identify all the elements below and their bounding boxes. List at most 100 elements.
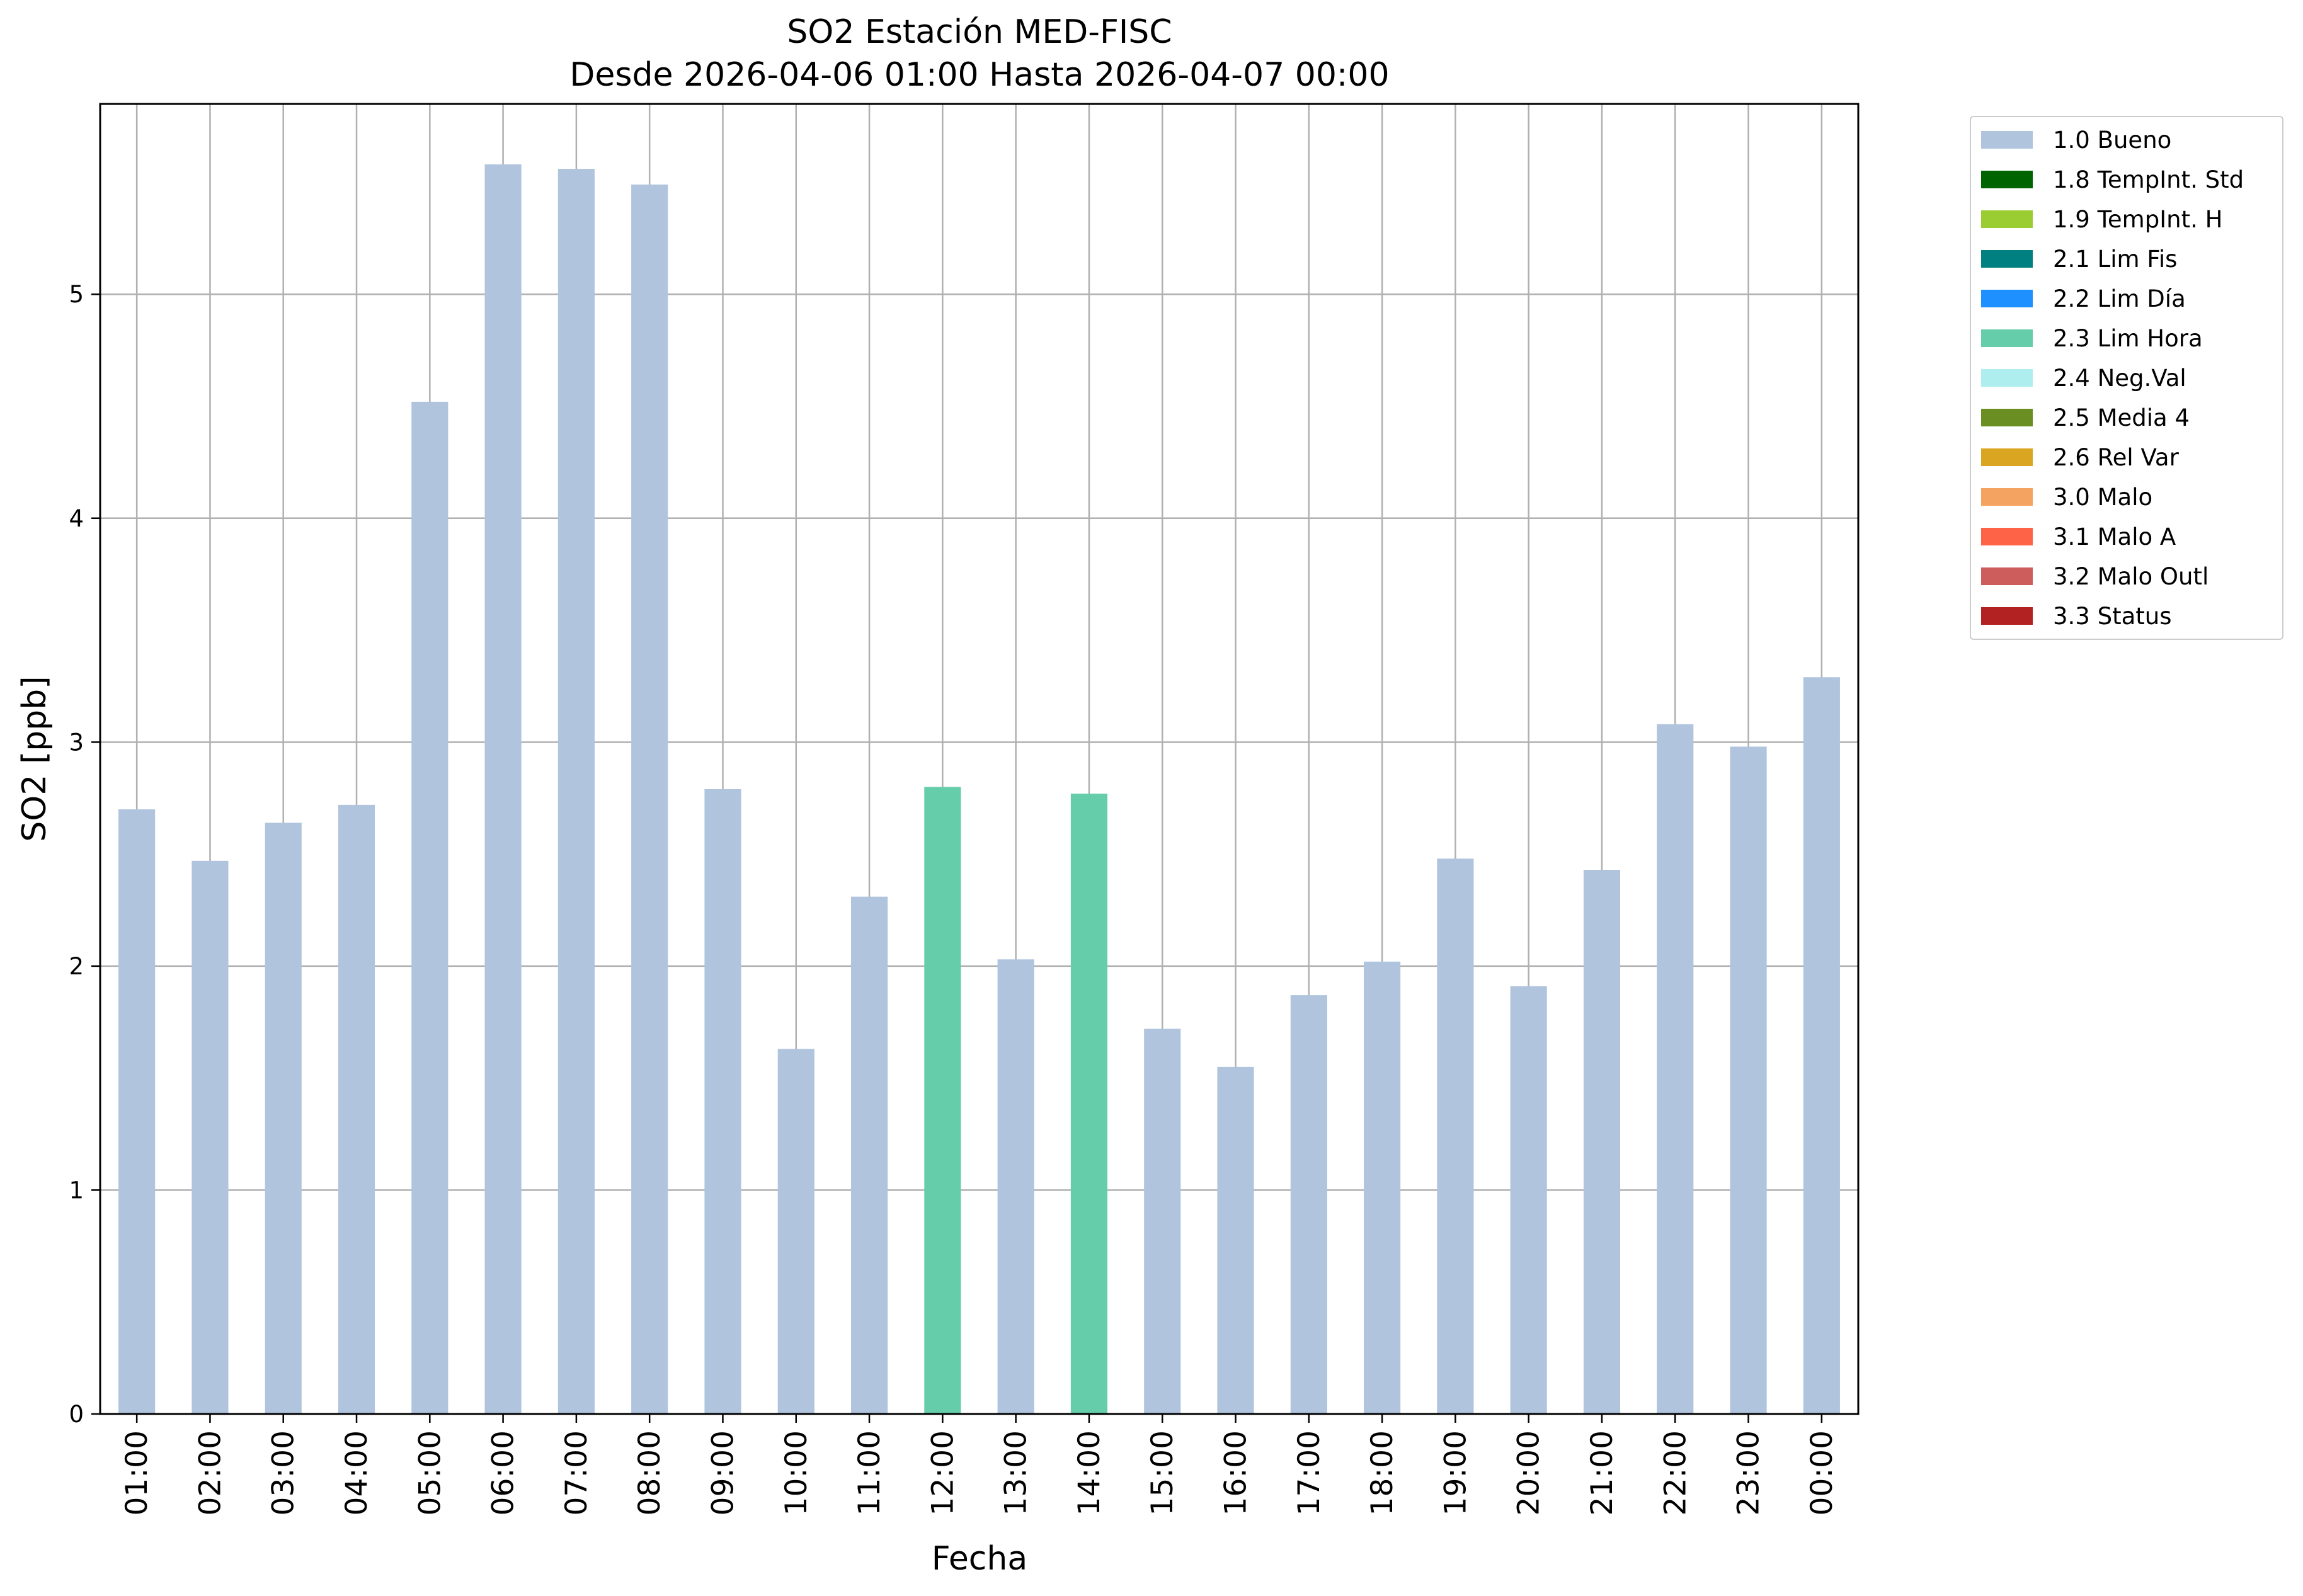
x-tick-label: 03:00 [266,1430,301,1515]
bar-1200 [924,787,961,1414]
legend-item: 2.1 Lim Fis [1981,245,2178,273]
bar-1400 [1070,794,1108,1414]
x-tick-label: 16:00 [1219,1430,1254,1515]
bar-0400 [338,804,375,1414]
bar-0000 [1803,677,1840,1414]
bar-0500 [411,401,449,1414]
legend-label: 2.1 Lim Fis [2053,245,2178,273]
x-tick-label: 10:00 [779,1430,814,1515]
chart-title: SO2 Estación MED-FISC [787,13,1172,51]
legend-swatch [1981,567,2033,585]
bar-1000 [777,1049,814,1414]
y-tick-label: 4 [69,505,84,532]
bar-1500 [1144,1029,1181,1414]
x-tick-label: 15:00 [1145,1430,1180,1515]
legend-swatch [1981,171,2033,188]
bar-1300 [997,959,1034,1414]
legend-item: 2.2 Lim Día [1981,285,2186,312]
x-tick-label: 08:00 [632,1430,667,1515]
legend-swatch [1981,210,2033,228]
bar-0800 [631,185,668,1414]
y-tick-label: 0 [69,1401,84,1428]
x-tick-label: 00:00 [1805,1430,1839,1515]
y-tick-label: 1 [69,1177,84,1204]
x-tick-label: 07:00 [559,1430,594,1515]
bars [118,164,1840,1415]
legend-swatch [1981,290,2033,307]
legend-item: 2.4 Neg.Val [1981,364,2186,392]
x-tick-label: 19:00 [1438,1430,1473,1515]
bar-2200 [1657,724,1694,1414]
legend-swatch [1981,488,2033,506]
y-tick-label: 3 [69,729,84,756]
x-tick-label: 02:00 [193,1430,227,1515]
legend-label: 2.5 Media 4 [2053,404,2190,431]
legend-item: 3.0 Malo [1981,483,2153,511]
x-tick-label: 21:00 [1585,1430,1620,1515]
x-tick-label: 18:00 [1365,1430,1400,1515]
legend-swatch [1981,329,2033,347]
legend-label: 1.8 TempInt. Std [2053,166,2244,193]
legend-label: 3.3 Status [2053,602,2172,630]
x-tick-label: 17:00 [1292,1430,1327,1515]
legend-item: 3.2 Malo Outl [1981,562,2209,590]
y-axis-label: SO2 [ppb] [16,676,54,841]
bar-2100 [1583,870,1621,1414]
legend-swatch [1981,131,2033,149]
x-axis: 01:00 02:00 03:00 04:00 05:00 06:00 07:00 08:00… [120,1414,1839,1515]
bar-2000 [1510,986,1547,1414]
x-tick-label: 20:00 [1512,1430,1546,1515]
legend-label: 3.0 Malo [2053,483,2153,511]
x-tick-label: 11:00 [852,1430,887,1515]
plot-frame [99,103,1860,1415]
legend-label: 3.2 Malo Outl [2053,562,2209,590]
legend-swatch [1981,369,2033,387]
x-tick-label: 06:00 [486,1430,521,1515]
legend-item: 2.6 Rel Var [1981,443,2179,471]
bar-0600 [484,164,522,1414]
legend-label: 2.3 Lim Hora [2053,324,2203,352]
legend: 1.0 Bueno 1.8 TempInt. Std 1.9 TempInt. H 2… [1970,116,2283,640]
legend-swatch [1981,448,2033,466]
bar-0700 [557,169,595,1415]
legend-label: 1.9 TempInt. H [2053,205,2223,233]
bar-1700 [1290,995,1327,1414]
bar-1800 [1364,961,1401,1414]
y-axis: 0 1 2 3 4 5 [69,281,100,1428]
legend-label: 2.4 Neg.Val [2053,364,2186,392]
x-tick-label: 01:00 [120,1430,154,1515]
x-tick-label: 13:00 [999,1430,1034,1515]
legend-swatch [1981,250,2033,268]
bar-1900 [1437,858,1474,1414]
legend-item: 3.1 Malo A [1981,523,2176,550]
x-tick-label: 09:00 [706,1430,740,1515]
chart-subtitle: Desde 2026-04-06 01:00 Hasta 2026-04-07 … [569,56,1389,94]
bar-0300 [265,823,302,1414]
bar-0100 [118,809,156,1414]
bar-0900 [704,789,741,1414]
legend-label: 1.0 Bueno [2053,126,2172,154]
y-tick-label: 5 [69,281,84,308]
legend-swatch [1981,607,2033,625]
y-tick-label: 2 [69,953,84,980]
legend-label: 3.1 Malo A [2053,523,2176,550]
legend-swatch [1981,409,2033,426]
bar-1600 [1217,1066,1254,1414]
legend-item: 2.5 Media 4 [1981,404,2190,431]
legend-item: 1.8 TempInt. Std [1981,166,2244,193]
x-tick-label: 04:00 [340,1430,374,1515]
x-tick-label: 22:00 [1658,1430,1693,1515]
x-tick-label: 12:00 [925,1430,960,1515]
legend-swatch [1981,528,2033,545]
legend-item: 1.9 TempInt. H [1981,205,2223,233]
legend-item: 2.3 Lim Hora [1981,324,2203,352]
x-tick-label: 05:00 [413,1430,447,1515]
x-tick-label: 14:00 [1072,1430,1107,1515]
bar-2300 [1730,746,1767,1414]
legend-item: 3.3 Status [1981,602,2172,630]
legend-label: 2.6 Rel Var [2053,443,2179,471]
legend-item: 1.0 Bueno [1981,126,2172,154]
bar-0200 [191,860,229,1414]
bar-1100 [850,896,888,1414]
